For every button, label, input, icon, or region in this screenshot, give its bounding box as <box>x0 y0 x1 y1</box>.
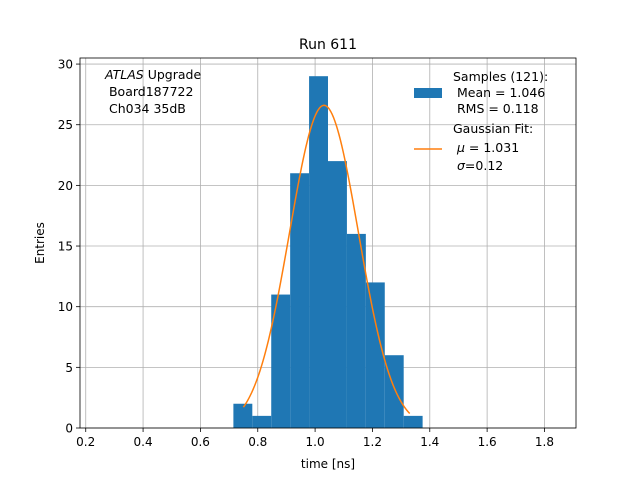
upgrade-annotation: ATLAS Upgrade Board187722 Ch034 35dB <box>104 67 201 116</box>
histogram-bar-7 <box>365 282 385 428</box>
plot-frame <box>79 57 577 429</box>
atlas-label: ATLAS <box>104 67 144 82</box>
y-tick-label-6: 30 <box>58 58 73 72</box>
x-tick-label-3: 0.8 <box>248 435 267 449</box>
legend-samples-swatch <box>414 88 442 98</box>
histogram-bars <box>233 76 423 429</box>
x-tick-label-2: 0.6 <box>191 435 210 449</box>
x-tick-label-4: 1.0 <box>306 435 325 449</box>
y-axis-label: Entries <box>33 222 47 264</box>
y-tick-label-1: 5 <box>65 361 73 375</box>
legend-samples-mean: Mean = 1.046 <box>453 85 545 100</box>
histogram-bar-2 <box>271 294 291 428</box>
annotation-board: Board187722 <box>105 84 193 99</box>
x-tick-label-1: 0.4 <box>134 435 153 449</box>
y-tick-label-5: 25 <box>58 118 73 132</box>
chart-title: Run 611 <box>299 37 357 53</box>
y-tick-label-0: 0 <box>65 422 73 436</box>
y-axis-ticks: 0 5 10 15 20 25 30 <box>58 58 80 436</box>
legend: Samples (121): Mean = 1.046 RMS = 0.118 … <box>414 69 548 173</box>
annotation-channel: Ch034 35dB <box>105 101 186 116</box>
y-tick-label-2: 10 <box>58 300 73 314</box>
mu-symbol: μ <box>456 140 465 155</box>
sigma-symbol: σ <box>457 158 466 173</box>
legend-fit-sigma: σ=0.12 <box>453 158 503 173</box>
legend-fit-title: Gaussian Fit: <box>453 121 533 136</box>
x-tick-label-5: 1.2 <box>363 435 382 449</box>
x-axis-ticks: 0.2 0.4 0.6 0.8 1.0 1.2 1.4 1.6 1.8 <box>76 428 554 449</box>
upgrade-label: Upgrade <box>144 67 202 82</box>
legend-samples-title: Samples (121): <box>453 69 548 84</box>
x-tick-label-0: 0.2 <box>76 435 95 449</box>
histogram-bar-9 <box>403 415 423 428</box>
histogram-bar-8 <box>384 355 404 428</box>
x-axis-label: time [ns] <box>301 457 355 471</box>
y-tick-label-3: 15 <box>58 240 73 254</box>
legend-samples-rms: RMS = 0.118 <box>453 101 539 116</box>
annotation-line-1: ATLAS Upgrade <box>104 67 201 82</box>
x-tick-label-6: 1.4 <box>420 435 439 449</box>
histogram-bar-6 <box>346 233 366 428</box>
histogram-bar-0 <box>233 403 253 428</box>
legend-fit-mu: μ = 1.031 <box>453 140 519 155</box>
y-tick-label-4: 20 <box>58 179 73 193</box>
sigma-value: =0.12 <box>465 158 503 173</box>
x-tick-label-8: 1.8 <box>535 435 554 449</box>
histogram-bar-1 <box>252 415 272 428</box>
gaussian-fit-curve <box>242 104 411 415</box>
mu-value: = 1.031 <box>465 140 519 155</box>
x-tick-label-7: 1.6 <box>478 435 497 449</box>
histogram-bar-4 <box>309 76 328 429</box>
histogram-bar-3 <box>290 173 310 428</box>
histogram-bar-5 <box>328 161 347 429</box>
